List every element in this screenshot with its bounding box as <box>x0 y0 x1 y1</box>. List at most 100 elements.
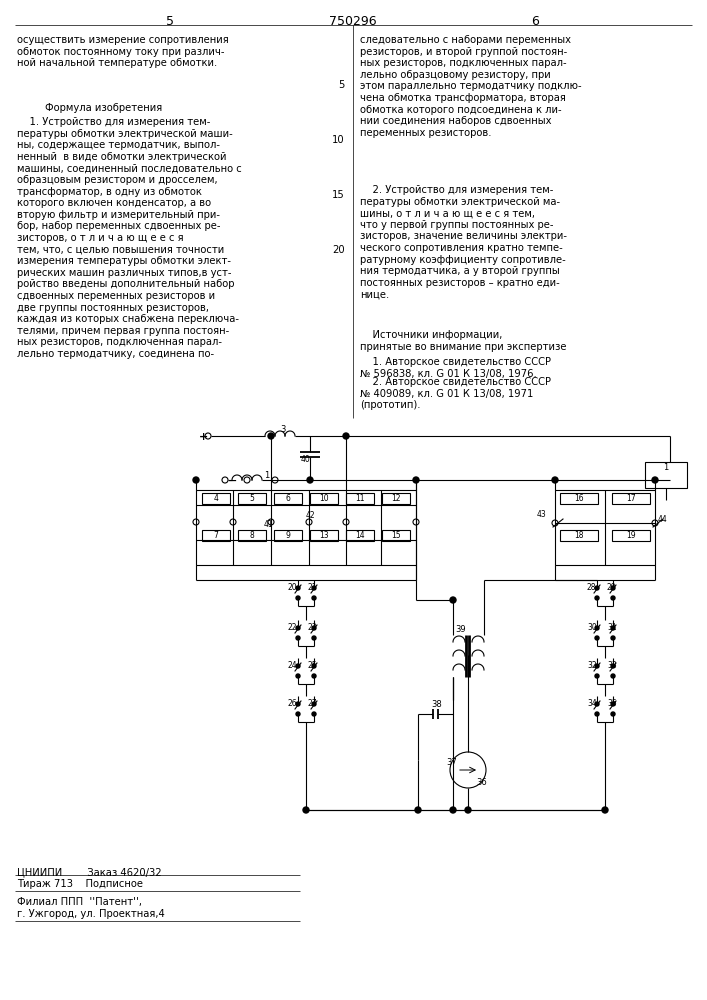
Circle shape <box>415 807 421 813</box>
Text: 33: 33 <box>607 661 617 670</box>
Circle shape <box>268 433 274 439</box>
Bar <box>274 530 302 541</box>
Text: −: − <box>228 476 238 486</box>
Text: 22: 22 <box>288 623 298 632</box>
Circle shape <box>296 664 300 668</box>
Text: 26: 26 <box>288 699 298 708</box>
Circle shape <box>465 807 471 813</box>
Circle shape <box>611 664 615 668</box>
Text: 37: 37 <box>446 758 457 767</box>
Bar <box>196 490 416 565</box>
Circle shape <box>611 596 615 600</box>
Circle shape <box>595 712 599 716</box>
Text: 32: 32 <box>587 661 597 670</box>
Text: 10: 10 <box>319 494 329 503</box>
Text: 36: 36 <box>476 778 486 787</box>
Circle shape <box>450 807 456 813</box>
Circle shape <box>296 674 300 678</box>
Circle shape <box>595 596 599 600</box>
Text: 15: 15 <box>391 531 401 540</box>
Text: 5: 5 <box>166 15 174 28</box>
Text: 29: 29 <box>607 583 617 592</box>
Text: Филиал ППП  ''Патент'',: Филиал ППП ''Патент'', <box>17 897 142 907</box>
Circle shape <box>595 702 599 706</box>
Text: 28: 28 <box>587 583 597 592</box>
Circle shape <box>595 664 599 668</box>
Circle shape <box>312 596 316 600</box>
Circle shape <box>595 636 599 640</box>
Text: 31: 31 <box>607 623 617 632</box>
Circle shape <box>611 626 615 630</box>
Circle shape <box>611 674 615 678</box>
Circle shape <box>303 807 309 813</box>
Text: г. Ужгород, ул. Проектная,4: г. Ужгород, ул. Проектная,4 <box>17 909 165 919</box>
Bar <box>382 493 410 504</box>
Circle shape <box>312 586 316 590</box>
Bar <box>310 530 338 541</box>
Bar <box>238 530 266 541</box>
Text: 6: 6 <box>286 494 291 503</box>
Text: 24: 24 <box>288 661 298 670</box>
Bar <box>238 493 266 504</box>
Text: 3: 3 <box>280 425 286 434</box>
Text: Тираж 713    Подписное: Тираж 713 Подписное <box>17 879 143 889</box>
Circle shape <box>296 626 300 630</box>
Text: 23: 23 <box>308 623 317 632</box>
Text: 1: 1 <box>663 463 669 472</box>
Bar <box>560 530 598 541</box>
Text: 9: 9 <box>286 531 291 540</box>
Circle shape <box>312 636 316 640</box>
Text: 5: 5 <box>339 80 345 90</box>
Circle shape <box>595 626 599 630</box>
Circle shape <box>611 712 615 716</box>
Bar <box>382 530 410 541</box>
Text: 20: 20 <box>332 245 345 255</box>
Text: 25: 25 <box>308 661 317 670</box>
Circle shape <box>296 596 300 600</box>
Text: 4: 4 <box>214 494 218 503</box>
Circle shape <box>595 586 599 590</box>
Circle shape <box>312 626 316 630</box>
Circle shape <box>312 712 316 716</box>
Circle shape <box>413 477 419 483</box>
Bar <box>612 493 650 504</box>
Text: 17: 17 <box>626 494 636 503</box>
Bar <box>346 530 374 541</box>
Bar <box>346 493 374 504</box>
Bar <box>560 493 598 504</box>
Text: 35: 35 <box>607 699 617 708</box>
Circle shape <box>611 586 615 590</box>
Text: 20: 20 <box>288 583 298 592</box>
Text: 39: 39 <box>455 625 466 634</box>
Text: ЦНИИПИ        Заказ 4620/32: ЦНИИПИ Заказ 4620/32 <box>17 867 162 877</box>
Text: 27: 27 <box>308 699 317 708</box>
Text: 5: 5 <box>250 494 255 503</box>
Text: 12: 12 <box>391 494 401 503</box>
Text: 34: 34 <box>587 699 597 708</box>
Text: 43: 43 <box>537 510 547 519</box>
Bar <box>202 530 230 541</box>
Text: 21: 21 <box>308 583 317 592</box>
Text: 7: 7 <box>214 531 218 540</box>
Text: следовательно с наборами переменных
резисторов, и второй группой постоян-
ных ре: следовательно с наборами переменных рези… <box>360 35 582 138</box>
Bar <box>645 462 687 488</box>
Text: 1. Устройство для измерения тем-
пературы обмотки электрической маши-
ны, содерж: 1. Устройство для измерения тем- ператур… <box>17 117 242 359</box>
Text: 44: 44 <box>658 515 667 524</box>
Text: 10: 10 <box>332 135 345 145</box>
Circle shape <box>343 433 349 439</box>
Text: +: + <box>199 432 209 442</box>
Bar <box>202 493 230 504</box>
Circle shape <box>611 702 615 706</box>
Circle shape <box>296 636 300 640</box>
Circle shape <box>652 477 658 483</box>
Text: 30: 30 <box>587 623 597 632</box>
Text: 40: 40 <box>301 455 311 464</box>
Text: 38: 38 <box>431 700 442 709</box>
Text: Формула изобретения: Формула изобретения <box>45 103 162 113</box>
Text: 14: 14 <box>355 531 365 540</box>
Bar <box>555 490 655 565</box>
Circle shape <box>307 477 313 483</box>
Circle shape <box>296 712 300 716</box>
Circle shape <box>193 477 199 483</box>
Text: 1: 1 <box>264 471 269 480</box>
